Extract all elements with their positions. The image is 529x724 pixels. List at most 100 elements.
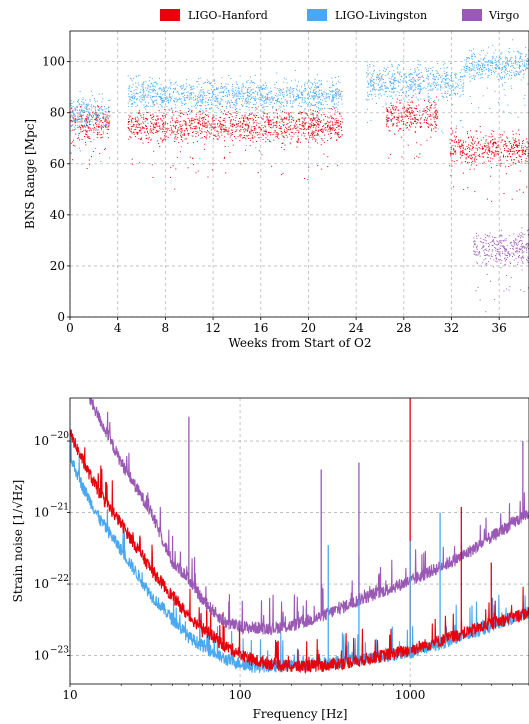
bns-grid	[69, 31, 529, 318]
bns-point	[334, 96, 336, 98]
bns-point	[337, 125, 339, 127]
bns-point	[92, 111, 94, 113]
bns-point	[261, 125, 263, 127]
bns-point	[266, 85, 267, 87]
bns-point	[234, 131, 236, 133]
bns-point	[271, 127, 273, 129]
bns-point	[282, 172, 284, 174]
bns-point	[315, 129, 316, 131]
bns-point	[523, 65, 525, 67]
bns-point	[249, 118, 251, 119]
bns-point	[499, 165, 501, 167]
bns-point	[150, 125, 151, 127]
bns-point	[128, 127, 130, 129]
bns-point	[184, 88, 186, 90]
bns-point	[195, 103, 197, 105]
bns-point	[332, 95, 334, 97]
bns-point	[275, 92, 277, 94]
bns-point	[489, 244, 491, 246]
bns-point	[295, 99, 297, 101]
bns-point	[511, 245, 513, 247]
bns-point	[397, 109, 399, 111]
bns-point	[435, 109, 437, 111]
bns-point	[248, 126, 250, 128]
bns-point	[193, 164, 195, 166]
bns-point	[446, 96, 448, 98]
bns-point	[105, 111, 107, 113]
bns-point	[186, 92, 188, 93]
bns-point	[504, 94, 506, 96]
bns-point	[224, 156, 225, 158]
bns-point	[492, 44, 494, 46]
bns-point	[437, 128, 439, 130]
bns-point	[157, 130, 159, 132]
bns-point	[317, 87, 319, 88]
bns-point	[388, 118, 390, 120]
bns-point	[510, 241, 512, 243]
bns-point	[464, 76, 466, 77]
bns-point	[140, 137, 142, 139]
bns-point	[521, 59, 523, 61]
bns-point	[462, 148, 464, 150]
bns-point	[471, 55, 472, 57]
bns-point	[235, 130, 237, 132]
bns-point	[227, 90, 229, 92]
bns-point	[521, 63, 523, 65]
bns-point	[304, 178, 306, 179]
bns-point	[138, 118, 140, 120]
bns-point	[451, 147, 452, 149]
bns-point	[239, 95, 241, 97]
bns-point	[339, 89, 341, 91]
bns-point	[438, 99, 439, 101]
bns-point	[151, 138, 152, 140]
bns-point	[87, 120, 89, 122]
bns-point	[436, 125, 437, 126]
bns-point	[481, 247, 483, 249]
bns-point	[501, 260, 503, 262]
bns-point	[389, 111, 391, 113]
bns-point	[476, 148, 478, 150]
bns-point	[454, 145, 456, 147]
bns-point	[198, 94, 200, 96]
bns-point	[497, 249, 499, 251]
bns-point	[332, 85, 334, 86]
bns-point	[206, 114, 208, 116]
bns-point	[454, 87, 456, 89]
bns-point	[108, 106, 110, 108]
bns-point	[511, 61, 513, 63]
bns-point	[372, 72, 374, 74]
bns-point	[264, 102, 266, 104]
bns-point	[320, 114, 322, 116]
bns-point	[429, 105, 431, 107]
bns-point	[390, 78, 392, 80]
bns-point	[406, 108, 408, 110]
bns-point	[278, 127, 280, 129]
bns-point	[332, 118, 334, 120]
bns-point	[137, 126, 139, 128]
bns-point	[367, 73, 369, 75]
bns-point	[217, 87, 219, 89]
bns-point	[108, 128, 109, 130]
bns-point	[232, 88, 234, 90]
bns-point	[300, 91, 302, 93]
bns-point	[224, 129, 226, 130]
bns-point	[482, 59, 484, 61]
bns-point	[464, 71, 466, 73]
bns-point	[323, 91, 325, 93]
bns-point	[516, 250, 518, 252]
bns-point	[207, 176, 209, 178]
bns-point	[518, 251, 520, 253]
bns-point	[466, 146, 468, 147]
bns-point	[273, 124, 275, 126]
bns-point	[146, 89, 148, 91]
bns-point	[310, 134, 312, 136]
bns-point	[517, 116, 519, 118]
bns-point	[212, 119, 214, 121]
bns-point	[519, 156, 521, 158]
bns-point	[462, 90, 464, 92]
bns-point	[429, 110, 431, 112]
bns-point	[283, 137, 285, 139]
bns-point	[258, 90, 260, 92]
bns-point	[277, 94, 279, 96]
bns-point	[494, 62, 496, 63]
